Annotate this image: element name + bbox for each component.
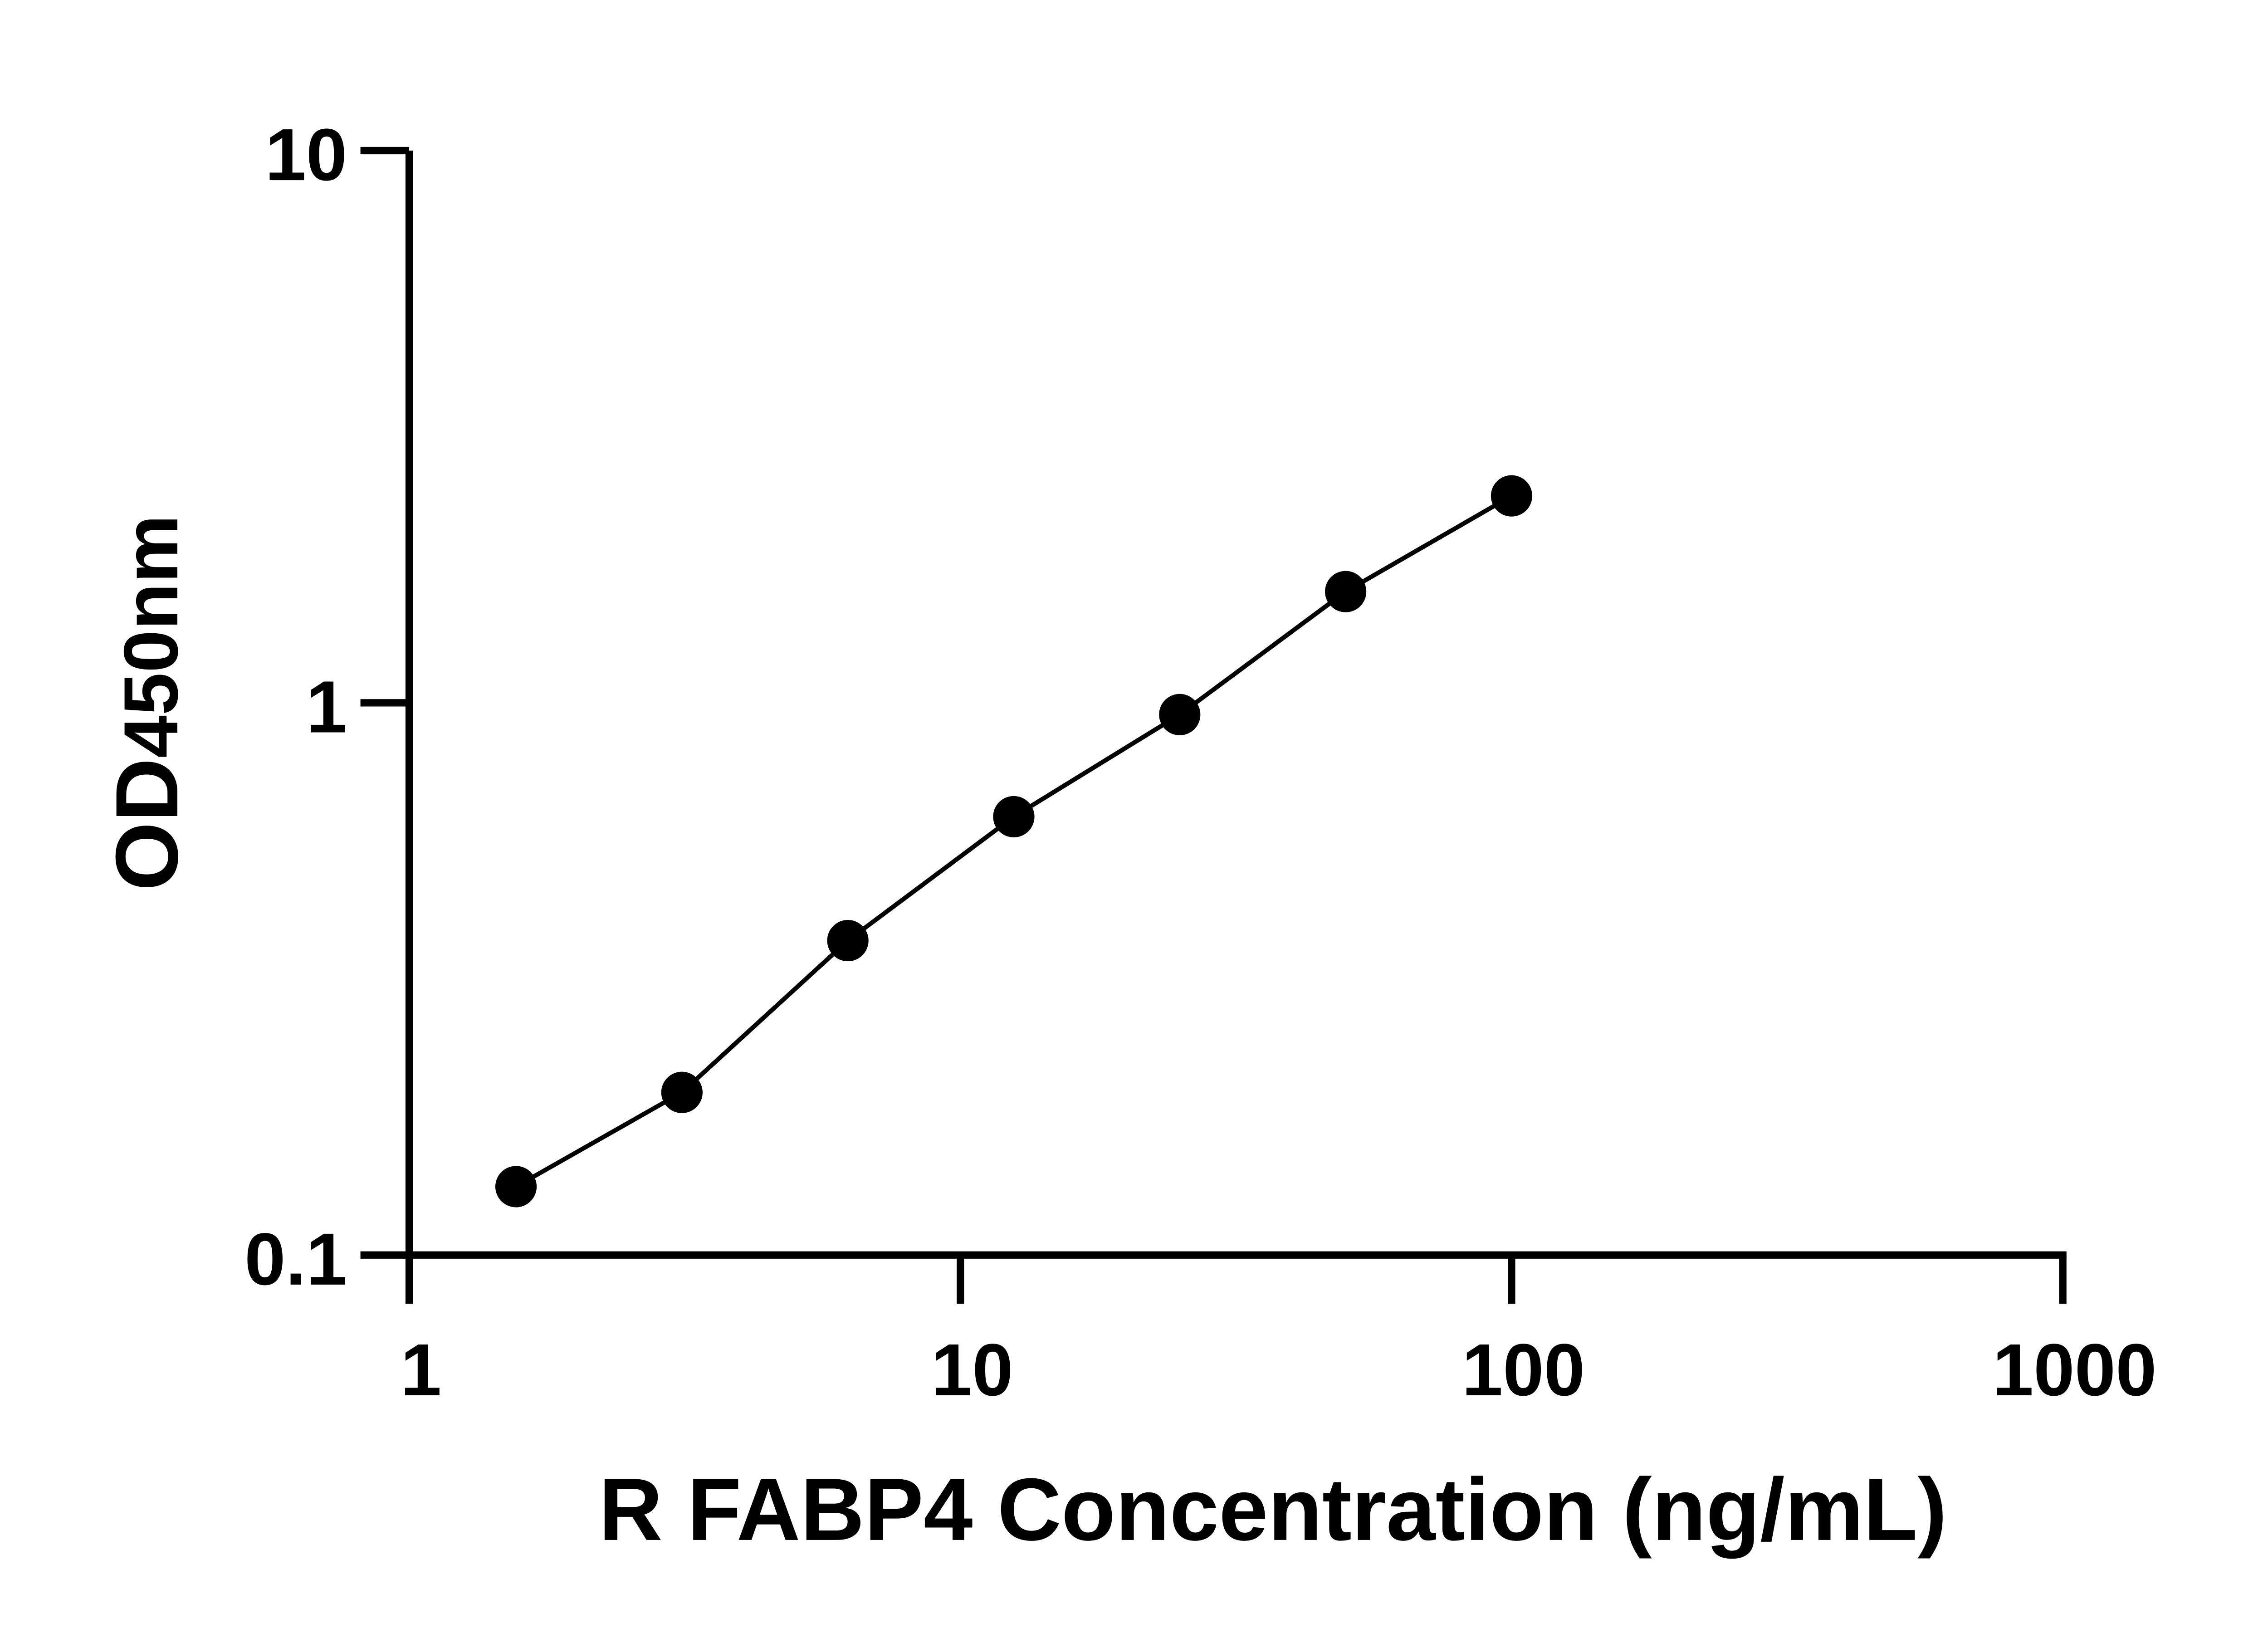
y-tick-label: 10 bbox=[265, 114, 347, 196]
data-point bbox=[1325, 571, 1367, 612]
data-point bbox=[1159, 694, 1201, 735]
x-tick-label: 10 bbox=[931, 1329, 1013, 1411]
tick-labels: 1 10 100 1000 0.1 1 10 bbox=[244, 114, 2157, 1411]
x-tick-label: 1000 bbox=[1993, 1329, 2157, 1411]
y-tick-label: 1 bbox=[306, 666, 347, 748]
y-axis-label-sub: 450nm bbox=[108, 515, 194, 758]
data-point bbox=[495, 1166, 537, 1208]
data-point bbox=[827, 920, 869, 962]
data-points bbox=[495, 475, 1532, 1208]
y-tick-label: 0.1 bbox=[244, 1218, 347, 1301]
x-axis-label: R FABP4 Concentration (ng/mL) bbox=[599, 1460, 1947, 1559]
x-tick-label: 100 bbox=[1462, 1329, 1585, 1411]
y-axis-label-main: OD bbox=[98, 758, 196, 891]
data-point bbox=[661, 1071, 703, 1113]
data-point bbox=[993, 796, 1035, 837]
data-point bbox=[1491, 475, 1532, 517]
axes bbox=[360, 147, 2067, 1304]
y-axis-label: OD450nm bbox=[98, 515, 196, 891]
x-tick-label: 1 bbox=[401, 1329, 442, 1411]
